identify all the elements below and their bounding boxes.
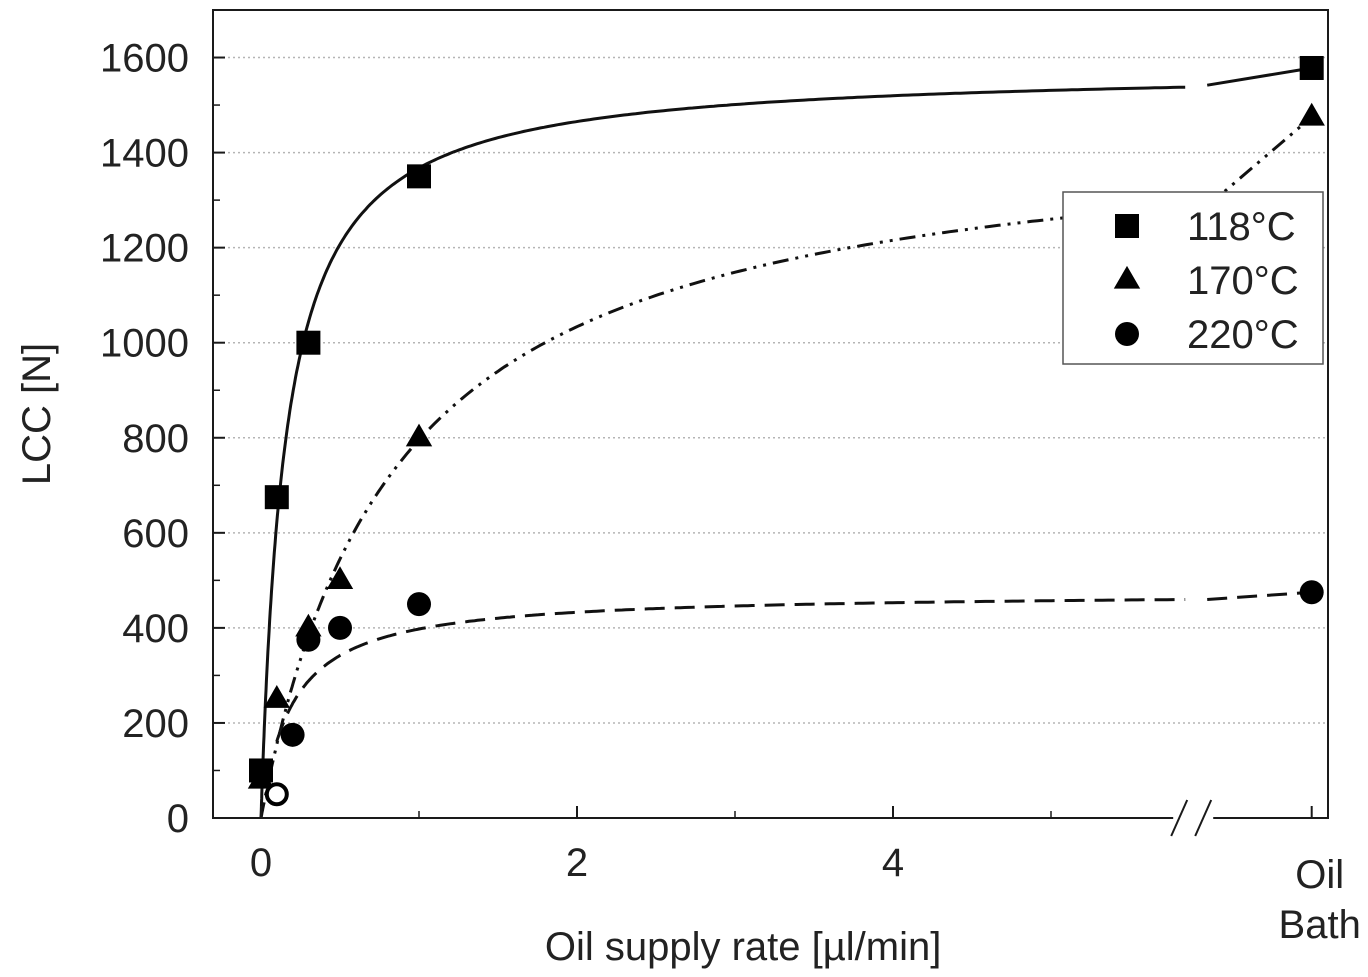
x-tick-label: 2 xyxy=(566,841,588,885)
data-point-triangle xyxy=(263,685,290,708)
legend-marker-circle xyxy=(1115,322,1139,346)
fit-curve-bath-segment-1 xyxy=(1206,115,1313,208)
y-tick-label: 200 xyxy=(122,702,189,746)
data-point-circle xyxy=(296,627,321,652)
y-tick-label: 400 xyxy=(122,607,189,651)
y-axis-title: LCC [N] xyxy=(15,343,59,485)
plot-frame xyxy=(212,9,1329,819)
fit-curve-bath-segment-0 xyxy=(1206,66,1312,87)
legend-label: 220°C xyxy=(1187,313,1299,357)
data-point-square xyxy=(296,330,321,355)
fit-curve-1 xyxy=(259,204,1186,819)
x-tick-label-oil-bath: Bath xyxy=(1279,903,1361,947)
axis-break-mark xyxy=(1194,799,1213,837)
data-point-circle xyxy=(264,782,289,807)
data-points xyxy=(247,55,1325,807)
data-point-circle xyxy=(280,722,305,747)
data-point-triangle xyxy=(326,566,354,590)
fit-curve-0 xyxy=(259,85,1186,818)
data-point-circle xyxy=(407,592,431,617)
data-point-circle xyxy=(328,615,352,640)
y-tick-label: 1400 xyxy=(100,132,189,176)
x-tick-label-oil-bath: Oil xyxy=(1295,853,1344,897)
fit-curves xyxy=(259,66,1313,819)
legend-label: 170°C xyxy=(1187,259,1299,303)
data-point-oil-bath-triangle xyxy=(1298,102,1325,126)
legend-label: 118°C xyxy=(1187,205,1296,249)
data-point-oil-bath-circle xyxy=(1299,580,1324,605)
x-tick-label: 0 xyxy=(250,841,272,885)
x-axis-title: Oil supply rate [µl/min] xyxy=(545,925,942,969)
data-point-square xyxy=(264,485,289,510)
fit-curve-bath-segment-2 xyxy=(1207,590,1312,602)
y-tick-label: 600 xyxy=(122,512,189,556)
y-tick-label: 0 xyxy=(167,797,189,841)
legend-marker-triangle xyxy=(1113,265,1141,289)
grid xyxy=(213,56,1328,724)
data-point-square xyxy=(407,164,431,189)
data-point-triangle xyxy=(405,423,433,447)
data-point-triangle xyxy=(247,765,275,789)
y-tick-label: 800 xyxy=(122,417,189,461)
data-point-oil-bath-square xyxy=(1299,55,1324,80)
legend: 118°C 170°C 220°C xyxy=(1062,191,1324,365)
legend-box xyxy=(1062,191,1324,365)
x-tick-label: 4 xyxy=(882,841,904,885)
legend-marker-square xyxy=(1115,214,1139,238)
y-tick-label: 1600 xyxy=(100,37,189,81)
y-tick-label: 1000 xyxy=(100,322,189,366)
axes: 0 200 400 600 800 1000 1200 1400 1600 0 2 4 Oil Bath xyxy=(100,9,1361,947)
fit-curve-2 xyxy=(275,598,1186,742)
y-tick-label: 1200 xyxy=(100,227,189,271)
axis-break-mark xyxy=(1170,799,1189,837)
